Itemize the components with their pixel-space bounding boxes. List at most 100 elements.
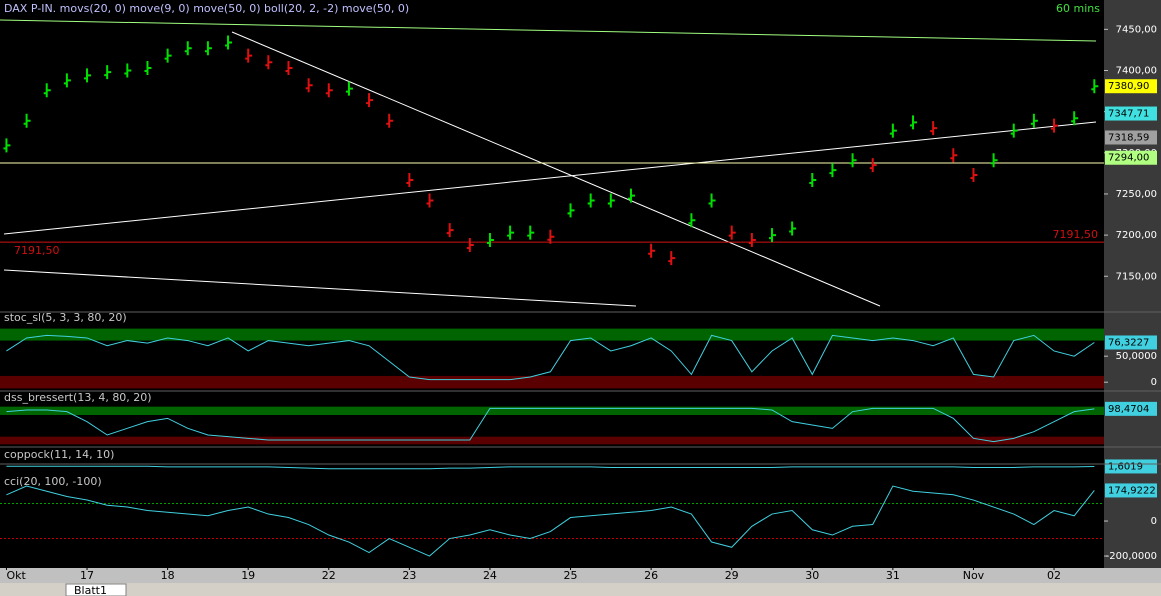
trend-line xyxy=(231,31,881,307)
price-bar xyxy=(849,153,857,168)
price-bar xyxy=(63,73,71,88)
annotation-label: 7294,00 xyxy=(1108,153,1149,164)
x-tick-label: 17 xyxy=(80,569,94,582)
price-bar xyxy=(265,55,273,70)
price-bar xyxy=(3,138,11,153)
indicator-line xyxy=(6,465,1095,470)
x-tick-label: 18 xyxy=(161,569,175,582)
band xyxy=(0,436,1104,445)
x-tick-label: 02 xyxy=(1047,569,1061,582)
value-label: 174,9222 xyxy=(1108,485,1156,496)
time-axis-area xyxy=(0,568,1161,583)
x-tick-label: 25 xyxy=(564,569,578,582)
x-tick-label: 26 xyxy=(644,569,658,582)
y-tick-label: 7150,00 xyxy=(1116,271,1157,282)
value-label: 7380,90 xyxy=(1108,81,1149,92)
price-bar xyxy=(950,148,958,163)
price-bar xyxy=(627,188,635,203)
annotation-label: 7347,71 xyxy=(1108,109,1149,120)
price-bar xyxy=(910,115,918,130)
price-bar xyxy=(43,83,51,98)
price-bar xyxy=(406,172,414,187)
indicator-line xyxy=(6,334,1095,381)
value-label-box xyxy=(1105,483,1157,498)
trend-line xyxy=(3,269,637,307)
sheet-tab[interactable] xyxy=(65,583,127,596)
price-bar xyxy=(104,65,112,80)
price-bar xyxy=(144,61,152,76)
price-bar xyxy=(1030,113,1038,128)
panel-title: coppock(11, 14, 10) xyxy=(4,448,114,461)
x-tick-label: 31 xyxy=(886,569,900,582)
price-bar xyxy=(789,221,797,236)
price-bar xyxy=(970,168,978,183)
trend-lines xyxy=(0,19,1104,307)
price-bar xyxy=(486,233,494,248)
indicator-line xyxy=(6,407,1095,443)
x-tick-label: Okt xyxy=(6,569,26,582)
price-bar xyxy=(587,193,595,208)
y-tick-label: -200,0000 xyxy=(1106,551,1157,562)
horizontal-line-label: 7191,50 xyxy=(1053,228,1099,241)
x-tick-label: 30 xyxy=(805,569,819,582)
y-tick-label: 50,0000 xyxy=(1116,351,1157,362)
y-tick-label: 7250,00 xyxy=(1116,189,1157,200)
price-bar xyxy=(466,237,474,252)
price-bar xyxy=(809,172,817,187)
x-tick-label: Nov xyxy=(963,569,985,582)
x-tick-label: 24 xyxy=(483,569,497,582)
price-bar xyxy=(547,229,555,244)
value-label-box xyxy=(1105,79,1157,94)
indicator-line xyxy=(6,485,1095,557)
timeframe: 60 mins xyxy=(1056,2,1100,15)
panel-title: stoc_sl(5, 3, 3, 80, 20) xyxy=(4,311,127,324)
panel-title: cci(20, 100, -100) xyxy=(4,475,102,488)
y-tick-label: 7400,00 xyxy=(1116,65,1157,76)
price-bar xyxy=(305,78,313,93)
price-bar xyxy=(688,213,696,228)
price-bar xyxy=(648,243,656,258)
price-bar xyxy=(668,251,676,266)
x-tick-label: 22 xyxy=(322,569,336,582)
value-label: 98,4704 xyxy=(1108,404,1149,415)
band xyxy=(0,375,1104,389)
trend-line xyxy=(3,121,1097,235)
x-tick-label: 23 xyxy=(402,569,416,582)
y-tick-label: 0 xyxy=(1151,516,1157,527)
price-bar xyxy=(285,61,293,76)
price-bar xyxy=(386,113,394,128)
x-tick-label: 19 xyxy=(241,569,255,582)
value-label: 76,3227 xyxy=(1108,337,1149,348)
price-bar xyxy=(164,48,172,63)
price-bar xyxy=(1051,118,1059,133)
price-bar xyxy=(1071,111,1079,126)
trend-line xyxy=(0,19,1097,42)
price-bar xyxy=(366,93,374,108)
price-bar xyxy=(225,35,233,50)
y-tick-label: 7200,00 xyxy=(1116,230,1157,241)
annotation-label: 7318,59 xyxy=(1108,133,1149,144)
price-bar xyxy=(446,223,454,238)
band xyxy=(0,406,1104,415)
price-bar xyxy=(124,63,132,78)
price-bar xyxy=(345,81,353,96)
price-bar xyxy=(748,233,756,248)
price-bar xyxy=(607,193,615,208)
tab-bar xyxy=(0,583,1161,596)
annotation-box xyxy=(1105,150,1157,165)
price-bar xyxy=(1010,123,1018,138)
price-bar xyxy=(426,193,434,208)
value-label-box xyxy=(1105,335,1157,350)
sheet-tab-label[interactable]: Blatt1 xyxy=(74,584,107,596)
price-bar xyxy=(527,225,535,240)
price-bar xyxy=(829,163,837,178)
band xyxy=(0,328,1104,341)
value-label-box xyxy=(1105,459,1157,474)
price-bar xyxy=(325,83,333,98)
annotation-box xyxy=(1105,106,1157,121)
value-label: 1,6019 xyxy=(1108,461,1143,472)
price-bar xyxy=(889,123,897,138)
price-bar xyxy=(184,41,192,56)
